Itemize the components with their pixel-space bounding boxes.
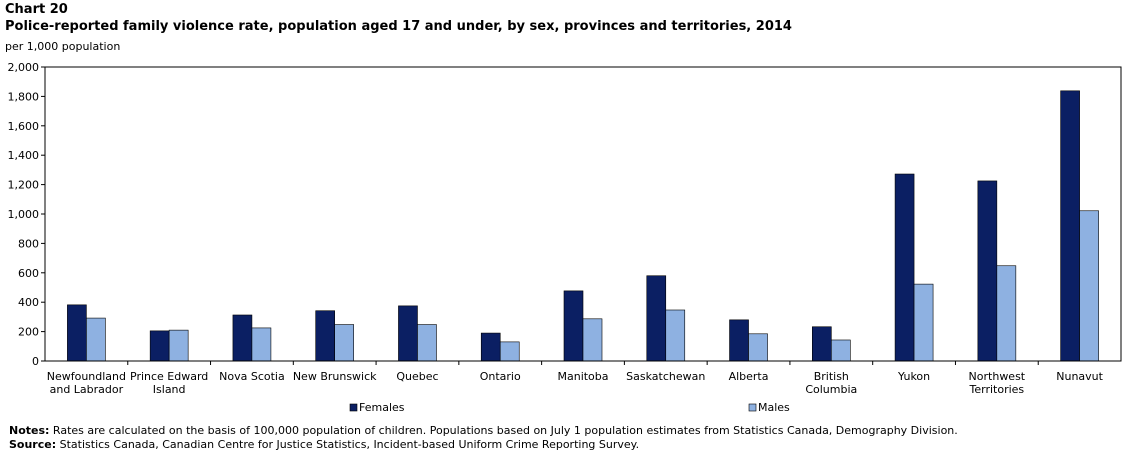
bar-females bbox=[480, 332, 501, 362]
legend: Females Males bbox=[349, 401, 790, 414]
y-tick-label: 200 bbox=[18, 326, 39, 339]
bar-females bbox=[812, 326, 832, 362]
bar-males bbox=[913, 283, 934, 362]
bar-males bbox=[665, 309, 686, 362]
notes-block: Notes: Rates are calculated on the basis… bbox=[9, 424, 958, 452]
y-tick-label: 400 bbox=[18, 296, 39, 309]
y-tick-label: 1,200 bbox=[8, 179, 40, 192]
y-tick-label: 1,800 bbox=[8, 90, 40, 103]
x-tick-label: British Columbia bbox=[805, 370, 857, 396]
bar-females bbox=[315, 310, 335, 362]
y-axis-unit-label: per 1,000 population bbox=[5, 40, 121, 53]
axis-layer: 0 200 400 600 800 1,000 1,200 1,400 1,600 1,800 2,… bbox=[8, 61, 1122, 396]
y-tick-label: 1,000 bbox=[8, 208, 40, 221]
bar-males bbox=[86, 317, 106, 362]
legend-swatch-females bbox=[349, 403, 358, 412]
y-tick-label: 2,000 bbox=[8, 61, 40, 74]
bar-males bbox=[417, 324, 437, 362]
bar-females bbox=[67, 304, 87, 362]
chart-title: Police-reported family violence rate, po… bbox=[5, 19, 792, 34]
bar-females bbox=[977, 180, 998, 362]
bar-females bbox=[149, 330, 170, 362]
source-label: Source: bbox=[9, 438, 57, 451]
x-tick-label: Quebec bbox=[396, 370, 438, 383]
bar-males bbox=[1079, 210, 1099, 362]
bar-females bbox=[398, 305, 418, 362]
bar-males bbox=[499, 341, 520, 362]
notes-line: Notes: Rates are calculated on the basis… bbox=[9, 424, 958, 438]
bars-layer bbox=[67, 90, 1099, 362]
bar-females bbox=[729, 319, 749, 362]
bar-females bbox=[894, 173, 915, 362]
chart-number: Chart 20 bbox=[5, 2, 68, 17]
legend-label-males: Males bbox=[758, 401, 790, 414]
x-tick-label: Manitoba bbox=[557, 370, 608, 383]
x-tick-label: Saskatchewan bbox=[626, 370, 705, 383]
bar-males bbox=[582, 318, 603, 362]
x-tick-label: Newfoundland and Labrador bbox=[47, 370, 126, 396]
notes-text: Rates are calculated on the basis of 100… bbox=[49, 424, 958, 437]
bar-males bbox=[168, 329, 189, 362]
x-tick-label: Nova Scotia bbox=[219, 370, 285, 383]
legend-swatch-males bbox=[748, 403, 757, 412]
source-text: Statistics Canada, Canadian Centre for J… bbox=[56, 438, 640, 451]
x-tick-label: Ontario bbox=[480, 370, 521, 383]
x-tick-label: Northwest Territories bbox=[969, 370, 1026, 396]
x-tick-label: Prince Edward Island bbox=[130, 370, 208, 396]
bar-females bbox=[646, 275, 667, 362]
bar-males bbox=[831, 339, 851, 362]
bar-females bbox=[563, 290, 584, 362]
x-tick-label: Alberta bbox=[729, 370, 769, 383]
bar-females bbox=[232, 314, 253, 362]
y-tick-label: 1,400 bbox=[8, 149, 40, 162]
bar-females bbox=[1060, 90, 1080, 362]
x-tick-label: New Brunswick bbox=[293, 370, 377, 383]
bar-males bbox=[251, 327, 272, 362]
x-tick-label: Nunavut bbox=[1056, 370, 1103, 383]
y-tick-label: 600 bbox=[18, 267, 39, 280]
bar-males bbox=[334, 324, 354, 362]
y-tick-label: 1,600 bbox=[8, 120, 40, 133]
bar-males bbox=[996, 265, 1017, 362]
bar-males bbox=[748, 333, 768, 362]
notes-label: Notes: bbox=[9, 424, 50, 437]
y-tick-label: 800 bbox=[18, 237, 39, 250]
x-tick-label: Yukon bbox=[897, 370, 930, 383]
source-line: Source: Statistics Canada, Canadian Cent… bbox=[9, 438, 958, 452]
legend-label-females: Females bbox=[359, 401, 405, 414]
y-tick-label: 0 bbox=[32, 355, 39, 368]
